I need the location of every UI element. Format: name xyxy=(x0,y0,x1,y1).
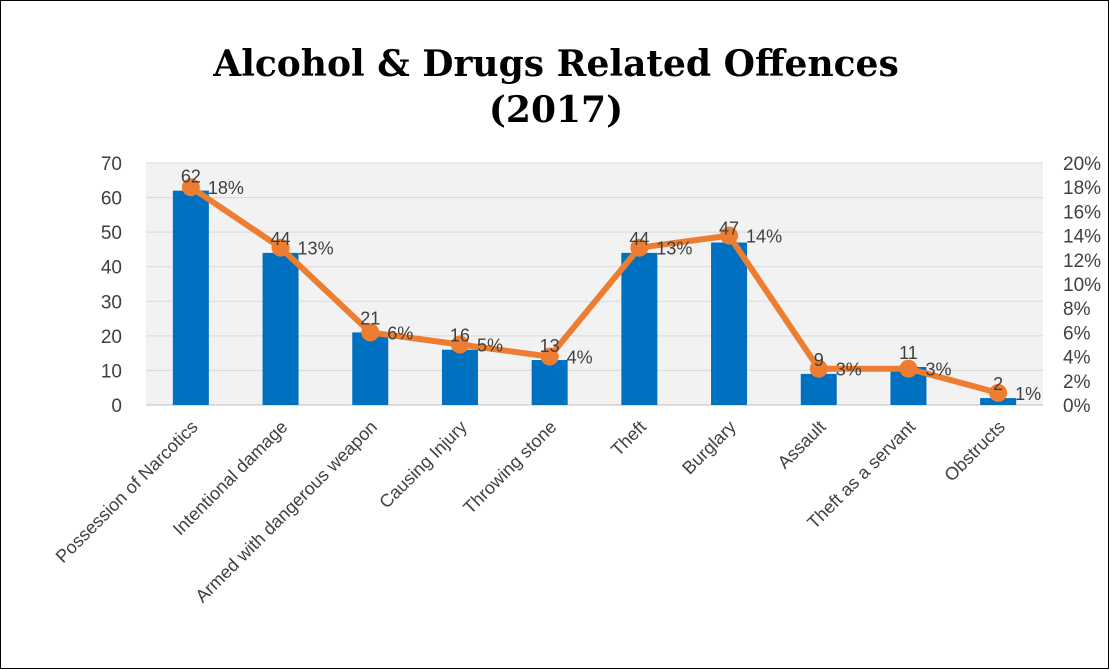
line-data-label: 3% xyxy=(836,360,862,380)
category-label: Causing Injury xyxy=(375,417,471,513)
line-data-label: 3% xyxy=(925,360,951,380)
bar xyxy=(172,190,209,405)
bar-data-label: 44 xyxy=(271,229,291,249)
chart-title-line-2: (2017) xyxy=(488,89,624,131)
bar xyxy=(352,332,389,405)
line-data-label: 13% xyxy=(656,239,692,259)
left-axis-tick-label: 50 xyxy=(101,223,122,244)
line-marker xyxy=(361,323,380,342)
left-axis-tick-label: 70 xyxy=(101,154,122,175)
line-marker xyxy=(450,335,469,354)
category-label: Burglary xyxy=(678,417,740,479)
bar-data-label: 13 xyxy=(540,336,560,356)
bar-data-label: 44 xyxy=(629,229,649,249)
right-axis-tick-label: 12% xyxy=(1063,251,1101,272)
category-label: Armed with dangerous weapon xyxy=(191,417,381,607)
line-data-label: 14% xyxy=(746,227,782,247)
bar-data-label: 2 xyxy=(993,374,1003,394)
line-data-label: 13% xyxy=(298,239,334,259)
right-axis-tick-label: 8% xyxy=(1063,299,1091,320)
left-axis-tick-label: 0 xyxy=(111,396,122,417)
left-axis-tick-label: 40 xyxy=(101,258,122,279)
line-marker xyxy=(989,383,1008,402)
bar-data-label: 62 xyxy=(181,167,201,187)
right-axis-tick-label: 0% xyxy=(1063,396,1091,417)
right-axis-tick-label: 2% xyxy=(1063,372,1091,393)
line-data-label: 5% xyxy=(477,336,503,356)
line-data-label: 1% xyxy=(1015,384,1041,404)
bar xyxy=(800,373,837,405)
left-axis-tick-label: 60 xyxy=(101,189,122,210)
right-axis-tick-label: 16% xyxy=(1063,202,1101,223)
left-axis-tick-label: 10 xyxy=(101,361,122,382)
left-axis-tick-label: 20 xyxy=(101,327,122,348)
category-label: Theft xyxy=(607,417,650,460)
bar xyxy=(441,349,478,405)
line-marker xyxy=(720,226,739,245)
percentage-line xyxy=(187,184,1002,396)
right-axis-tick-label: 14% xyxy=(1063,227,1101,248)
category-label: Obstructs xyxy=(940,417,1009,486)
line-data-label: 4% xyxy=(567,348,593,368)
left-axis-tick-label: 30 xyxy=(101,292,122,313)
bar-data-label: 47 xyxy=(719,219,739,239)
bar xyxy=(262,252,299,405)
line-marker xyxy=(630,238,649,257)
right-axis-tick-label: 6% xyxy=(1063,323,1091,344)
bar xyxy=(711,242,748,405)
chart-title: Alcohol & Drugs Related Offences (2017) xyxy=(1,41,1110,133)
line-marker xyxy=(540,347,559,366)
right-axis-tick-label: 10% xyxy=(1063,275,1101,296)
bar xyxy=(531,360,568,405)
line-data-label: 6% xyxy=(387,323,413,343)
bar-data-label: 16 xyxy=(450,326,470,346)
bar-data-label: 9 xyxy=(814,350,824,370)
line-marker xyxy=(271,238,290,257)
bar xyxy=(621,252,658,405)
category-label: Throwing stone xyxy=(459,417,560,518)
line-data-label: 18% xyxy=(208,178,244,198)
line-marker xyxy=(899,359,918,378)
bar-data-label: 21 xyxy=(360,308,380,328)
line-marker xyxy=(181,178,200,197)
bar-data-label: 11 xyxy=(899,343,918,363)
category-label: Assault xyxy=(774,417,830,473)
chart-title-line-1: Alcohol & Drugs Related Offences xyxy=(213,43,899,85)
right-axis-tick-label: 4% xyxy=(1063,348,1091,369)
line-marker xyxy=(809,359,828,378)
right-axis-tick-label: 18% xyxy=(1063,178,1101,199)
right-axis-tick-label: 20% xyxy=(1063,154,1101,175)
category-label: Possession of Narcotics xyxy=(52,417,202,567)
